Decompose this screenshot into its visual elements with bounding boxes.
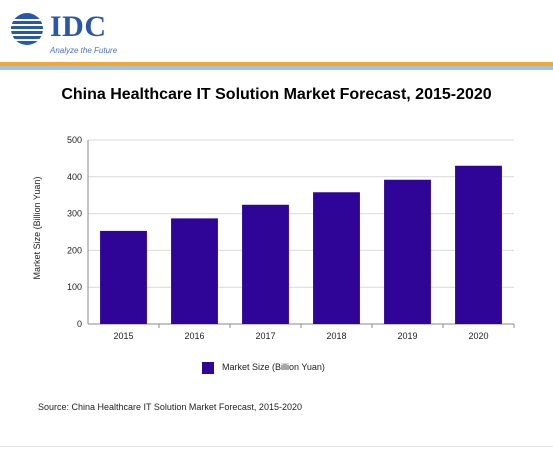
x-tick-label: 2016 xyxy=(184,331,204,341)
y-tick-label: 200 xyxy=(67,245,82,255)
y-tick-label: 300 xyxy=(67,209,82,219)
bar xyxy=(242,204,289,324)
logo-tagline: Analyze the Future xyxy=(50,46,118,55)
y-tick-label: 500 xyxy=(67,135,82,145)
x-tick-label: 2015 xyxy=(113,331,133,341)
bar xyxy=(313,192,360,324)
y-tick-label: 100 xyxy=(67,282,82,292)
y-axis-label: Market Size (Billion Yuan) xyxy=(32,177,42,280)
logo-wordmark: IDC xyxy=(50,10,107,43)
bar xyxy=(100,230,147,324)
legend-swatch xyxy=(202,362,214,374)
y-tick-label: 400 xyxy=(67,172,82,182)
x-tick-label: 2017 xyxy=(255,331,275,341)
footer-divider xyxy=(0,446,553,447)
header-stripe-orange xyxy=(0,62,553,66)
x-tick-label: 2020 xyxy=(468,331,488,341)
chart-title: China Healthcare IT Solution Market Fore… xyxy=(61,86,492,103)
page-header: IDC Analyze the Future xyxy=(0,0,553,62)
header-stripe-blue xyxy=(0,66,553,70)
legend-label: Market Size (Billion Yuan) xyxy=(222,362,325,372)
x-tick-label: 2018 xyxy=(326,331,346,341)
bar xyxy=(171,218,218,324)
x-tick-label: 2019 xyxy=(397,331,417,341)
bar xyxy=(455,165,502,324)
idc-logo: IDC Analyze the Future xyxy=(10,10,130,55)
globe-icon xyxy=(11,13,43,45)
bar xyxy=(384,179,431,324)
y-tick-label: 0 xyxy=(77,319,82,329)
source-note: Source: China Healthcare IT Solution Mar… xyxy=(38,402,302,412)
